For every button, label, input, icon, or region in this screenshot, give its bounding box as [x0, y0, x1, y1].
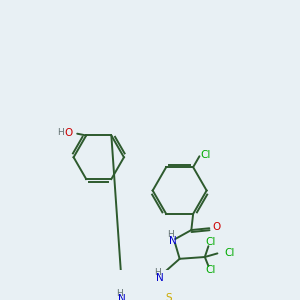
Text: H: H	[116, 290, 123, 298]
Text: N: N	[169, 236, 176, 246]
Text: O: O	[64, 128, 72, 138]
Text: H: H	[154, 268, 160, 277]
Text: O: O	[212, 222, 220, 232]
Text: Cl: Cl	[200, 150, 211, 161]
Text: N: N	[156, 273, 164, 283]
Text: S: S	[166, 293, 172, 300]
Text: Cl: Cl	[205, 237, 215, 247]
Text: N: N	[118, 294, 126, 300]
Text: H: H	[167, 230, 174, 239]
Text: Cl: Cl	[205, 266, 215, 275]
Text: H: H	[57, 128, 64, 137]
Text: Cl: Cl	[224, 248, 234, 258]
